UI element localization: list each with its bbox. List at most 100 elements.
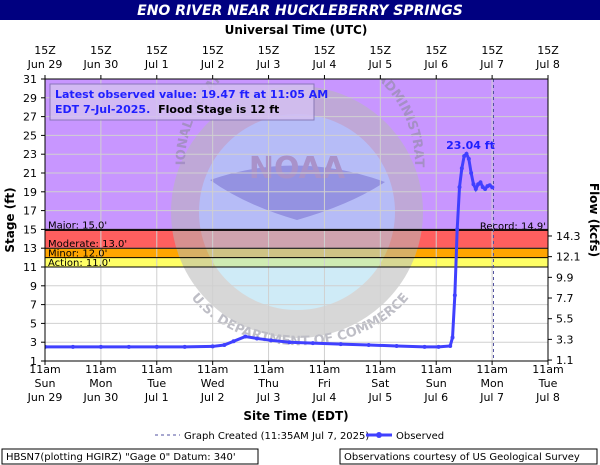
- bottom-tick-time: 11am: [476, 363, 507, 376]
- observed-point: [450, 335, 455, 340]
- top-tick-date: Jul 6: [423, 58, 448, 71]
- peak-value-label: 23.04 ft: [446, 139, 495, 152]
- top-tick-date: Jun 29: [27, 58, 63, 71]
- top-tick-hour: 15Z: [90, 44, 112, 57]
- noaa-text: NOAA: [249, 151, 346, 186]
- bottom-tick-date: Jul 1: [144, 391, 169, 404]
- footer-source-text: Observations courtesy of US Geological S…: [344, 452, 580, 463]
- observed-point: [466, 156, 471, 161]
- latest-value-line2: EDT 7-Jul-2025. Flood Stage is 12 ft: [55, 103, 279, 116]
- bottom-tick-date: Jul 6: [423, 391, 448, 404]
- left-tick-label: 23: [23, 148, 37, 161]
- left-tick-label: 19: [23, 186, 37, 199]
- observed-point: [457, 185, 462, 190]
- top-tick-date: Jul 7: [479, 58, 504, 71]
- top-axis-title: Universal Time (UTC): [225, 23, 368, 37]
- left-tick-label: 3: [30, 336, 37, 349]
- observed-point: [182, 344, 187, 349]
- threshold-label-moderate: Moderate: 13.0': [48, 239, 127, 250]
- observed-point: [473, 186, 478, 191]
- latest-value-date: EDT 7-Jul-2025.: [55, 103, 150, 116]
- observed-point: [98, 344, 103, 349]
- bottom-tick-time: 11am: [141, 363, 172, 376]
- top-tick-hour: 15Z: [34, 44, 56, 57]
- observed-point: [459, 166, 464, 171]
- top-tick-date: Jul 5: [367, 58, 392, 71]
- bottom-tick-day: Mon: [89, 377, 112, 390]
- observed-point: [154, 344, 159, 349]
- threshold-label-minor: Minor: 12.0': [48, 249, 107, 260]
- footer-left-box: [1, 448, 259, 465]
- observed-point: [70, 344, 75, 349]
- right-tick-label: 9.9: [556, 271, 574, 284]
- observed-point: [126, 344, 131, 349]
- right-tick-label: 1.1: [556, 354, 574, 367]
- left-tick-label: 27: [23, 111, 37, 124]
- observed-point: [338, 342, 343, 347]
- observed-point: [436, 344, 441, 349]
- legend-observed-marker: [376, 432, 382, 438]
- observed-point: [452, 293, 457, 298]
- left-tick-label: 9: [30, 280, 37, 293]
- left-tick-label: 25: [23, 129, 37, 142]
- bottom-tick-day: Tue: [146, 377, 166, 390]
- footer-datum-text: HBSN7(plotting HGIRZ) "Gage 0" Datum: 34…: [6, 452, 236, 463]
- bottom-tick-day: Wed: [201, 377, 225, 390]
- flood-stage-note: Flood Stage is 12 ft: [158, 103, 279, 116]
- observed-point: [422, 344, 427, 349]
- left-tick-label: 1: [30, 355, 37, 368]
- noaa-seagull-icon: [210, 165, 385, 220]
- right-tick-label: 3.3: [556, 333, 574, 346]
- observed-point: [254, 336, 259, 341]
- observed-point: [464, 151, 469, 156]
- bottom-tick-day: Tue: [538, 377, 558, 390]
- bottom-tick-time: 11am: [365, 363, 396, 376]
- bottom-tick-date: Jun 29: [27, 391, 63, 404]
- top-tick-hour: 15Z: [146, 44, 168, 57]
- observed-point: [287, 340, 292, 345]
- top-tick-hour: 15Z: [202, 44, 224, 57]
- right-axis-title: Flow (kcfs): [587, 183, 600, 257]
- right-tick-label: 5.5: [556, 313, 574, 326]
- footer-right-box: [339, 448, 598, 465]
- top-tick-date: Jul 4: [312, 58, 337, 71]
- left-tick-label: 29: [23, 92, 37, 105]
- bottom-tick-day: Sun: [426, 377, 447, 390]
- bottom-tick-time: 11am: [85, 363, 116, 376]
- left-tick-label: 17: [23, 205, 37, 218]
- bottom-tick-date: Jun 30: [83, 391, 119, 404]
- left-tick-label: 13: [23, 242, 37, 255]
- bottom-tick-date: Jul 3: [256, 391, 281, 404]
- left-tick-label: 7: [30, 299, 37, 312]
- top-tick-date: Jul 1: [144, 58, 169, 71]
- top-tick-hour: 15Z: [258, 44, 280, 57]
- bottom-tick-time: 11am: [253, 363, 284, 376]
- observed-point: [469, 171, 474, 175]
- top-tick-hour: 15Z: [370, 44, 392, 57]
- observed-point: [490, 185, 495, 190]
- bottom-tick-day: Sun: [35, 377, 56, 390]
- top-tick-hour: 15Z: [481, 44, 503, 57]
- left-tick-label: 31: [23, 73, 37, 86]
- latest-value-box-bg: [49, 83, 315, 121]
- bottom-tick-time: 11am: [532, 363, 563, 376]
- latest-value-box: Latest observed value: 19.47 ft at 11:05…: [49, 83, 328, 121]
- observed-point: [455, 227, 460, 232]
- observed-point: [210, 344, 215, 349]
- bottom-tick-day: Sat: [371, 377, 390, 390]
- bottom-tick-date: Jul 5: [367, 391, 392, 404]
- legend: Graph Created (11:35AM Jul 7, 2025) Obse…: [155, 431, 444, 442]
- observed-point: [231, 339, 236, 344]
- bottom-tick-date: Jul 2: [200, 391, 225, 404]
- legend-graph-created-label: Graph Created (11:35AM Jul 7, 2025): [184, 431, 369, 442]
- observed-point: [268, 338, 273, 343]
- right-tick-label: 14.3: [556, 230, 581, 243]
- threshold-label-major: Major: 15.0': [48, 220, 107, 231]
- right-tick-label: 12.1: [556, 251, 581, 264]
- observed-point: [471, 182, 476, 187]
- top-tick-date: Jun 30: [83, 58, 119, 71]
- left-tick-label: 21: [23, 167, 37, 180]
- top-tick-hour: 15Z: [537, 44, 559, 57]
- observed-point: [310, 341, 315, 346]
